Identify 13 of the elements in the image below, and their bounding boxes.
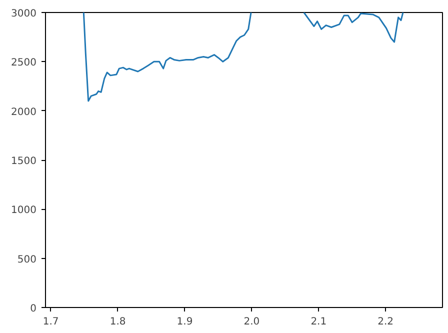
x-tick-label: 1.8 (110, 316, 126, 328)
y-tick-label: 500 (17, 254, 37, 266)
y-tick-label: 1500 (11, 156, 37, 167)
x-tick-label: 2.2 (378, 316, 394, 328)
x-tick-label: 1.9 (176, 316, 193, 328)
y-tick-label: 2000 (11, 106, 37, 118)
x-tick-label: 2.0 (244, 316, 260, 328)
x-tick-label: 2.1 (310, 316, 327, 328)
y-tick-label: 2500 (11, 58, 37, 69)
y-tick-label: 1000 (11, 205, 37, 216)
y-tick-label: 0 (30, 304, 37, 314)
y-tick-label: 3000 (11, 8, 37, 20)
x-tick-label: 1.7 (42, 316, 59, 328)
